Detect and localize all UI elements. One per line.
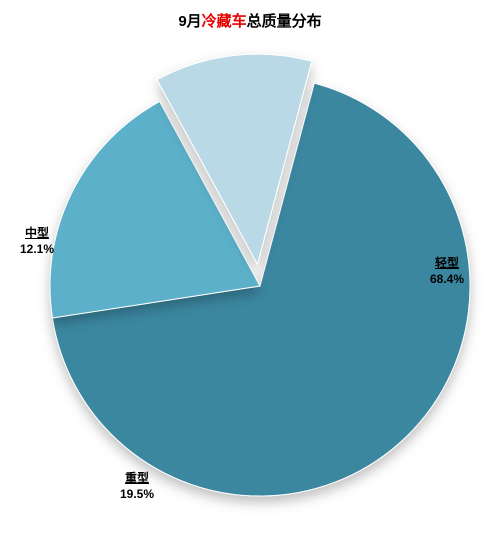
slice-name-light: 轻型 <box>435 256 459 270</box>
slice-label-heavy: 重型 19.5% <box>120 471 154 502</box>
slice-percent-medium: 12.1% <box>20 242 54 256</box>
title-suffix: 总质量分布 <box>247 13 322 30</box>
slice-label-medium: 中型 12.1% <box>20 226 54 257</box>
pie-svg <box>0 31 500 541</box>
title-highlight: 冷藏车 <box>202 13 247 30</box>
chart-title: 9月冷藏车总质量分布 <box>0 0 500 31</box>
slice-percent-light: 68.4% <box>430 272 464 286</box>
slice-label-light: 轻型 68.4% <box>430 256 464 287</box>
slice-percent-heavy: 19.5% <box>120 487 154 501</box>
pie-chart: 轻型 68.4% 重型 19.5% 中型 12.1% <box>0 31 500 541</box>
title-prefix: 9月 <box>178 13 201 30</box>
slice-name-medium: 中型 <box>25 226 49 240</box>
slice-name-heavy: 重型 <box>125 471 149 485</box>
